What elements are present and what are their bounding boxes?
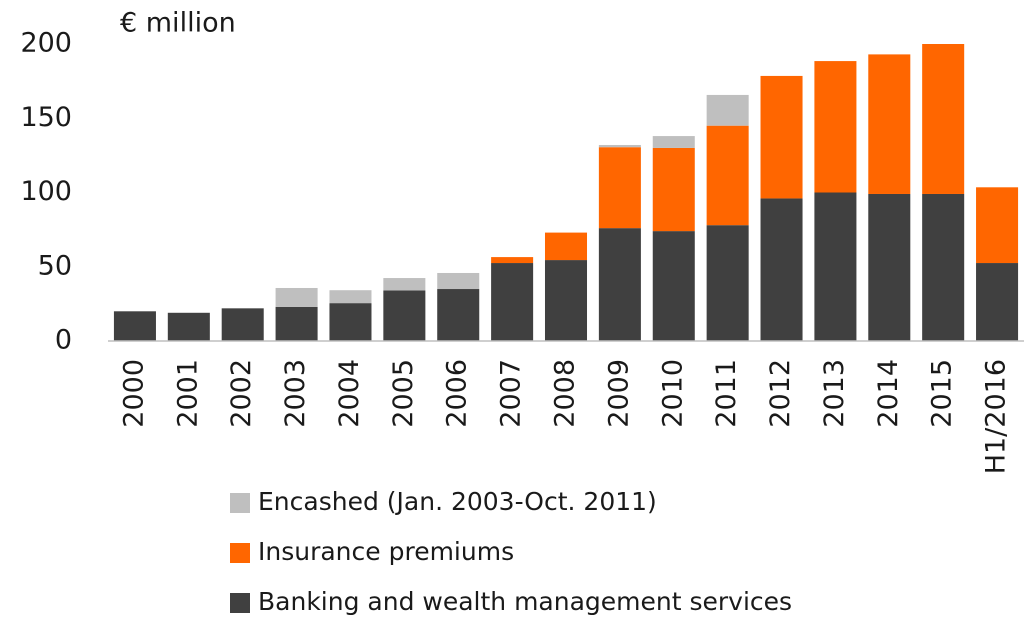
y-tick-label: 0 [55, 325, 72, 356]
bar-segment [652, 147, 695, 232]
x-tick-label: 2013 [819, 359, 850, 428]
bar-segment [706, 125, 749, 226]
x-tick-label: 2010 [657, 359, 688, 428]
x-tick-label: 2007 [496, 359, 527, 428]
y-tick-label: 100 [20, 176, 72, 207]
x-tick-label: H1/2016 [981, 359, 1012, 474]
bar-segment [652, 231, 695, 341]
legend-label: Banking and wealth management services [258, 587, 792, 616]
bar-segment [329, 303, 372, 341]
bar-segment [976, 263, 1019, 341]
x-tick-label: 2000 [118, 359, 149, 428]
bar-segment [437, 272, 480, 290]
x-tick-label: 2008 [550, 359, 581, 428]
legend-swatch [230, 593, 250, 613]
bar-segment [383, 278, 426, 291]
bar-segment [113, 311, 156, 341]
x-tick-label: 2006 [442, 359, 473, 428]
x-tick-label: 2015 [927, 359, 958, 428]
legend-swatch [230, 543, 250, 563]
y-tick-label: 200 [20, 28, 72, 59]
bar-segment [275, 287, 318, 307]
bar-segment [760, 198, 803, 341]
x-tick-label: 2014 [873, 359, 904, 428]
x-tick-label: 2003 [280, 359, 311, 428]
bar-segment [544, 260, 588, 341]
bar-segment [976, 187, 1019, 264]
bar-segment [652, 136, 695, 148]
bar-segment [329, 290, 372, 304]
bar-segment [598, 147, 641, 229]
bar-segment [868, 193, 911, 341]
bar-segment [706, 94, 749, 126]
x-tick-label: 2001 [172, 359, 203, 428]
bar-segment [491, 263, 534, 341]
x-tick-label: 2002 [226, 359, 257, 428]
bar-segment [491, 257, 534, 264]
x-tick-label: 2011 [711, 359, 742, 428]
bar-segment [598, 228, 641, 341]
bar-segment [544, 232, 588, 261]
legend-label: Insurance premiums [258, 537, 514, 566]
bar-segment [922, 193, 965, 341]
bar-segment [814, 61, 857, 193]
bar-segment [598, 144, 641, 148]
bar-segment [221, 308, 264, 341]
bar-segment [167, 312, 210, 341]
bar-segment [868, 54, 911, 194]
bar-segment [760, 75, 803, 199]
x-tick-label: 2012 [765, 359, 796, 428]
legend-label: Encashed (Jan. 2003-Oct. 2011) [258, 487, 657, 516]
y-axis-label: € million [120, 8, 236, 39]
bar-segment [922, 44, 965, 194]
legend-swatch [230, 493, 250, 513]
bar-segment [814, 192, 857, 341]
x-tick-label: 2009 [603, 359, 634, 428]
bar-segment [706, 225, 749, 341]
x-tick-label: 2004 [334, 359, 365, 428]
x-tick-label: 2005 [388, 359, 419, 428]
y-tick-label: 150 [20, 102, 72, 133]
bar-segment [275, 306, 318, 341]
y-tick-label: 50 [38, 250, 72, 281]
bar-segment [383, 290, 426, 341]
bar-segment [437, 289, 480, 341]
